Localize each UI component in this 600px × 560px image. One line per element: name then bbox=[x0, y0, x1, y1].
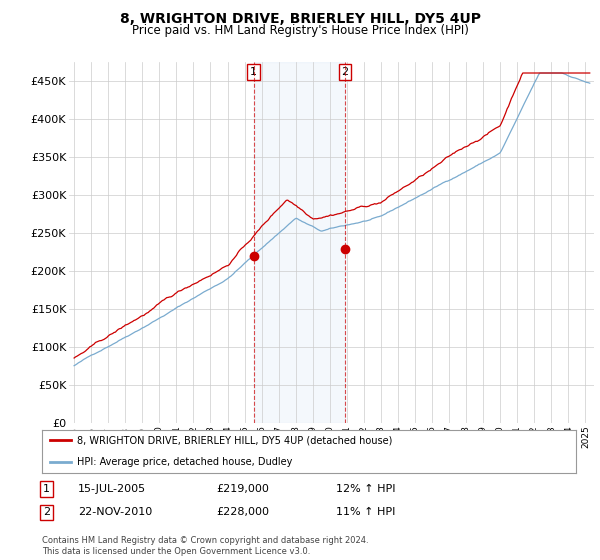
Text: Contains HM Land Registry data © Crown copyright and database right 2024.
This d: Contains HM Land Registry data © Crown c… bbox=[42, 536, 368, 556]
Text: 1: 1 bbox=[43, 484, 50, 494]
Text: 8, WRIGHTON DRIVE, BRIERLEY HILL, DY5 4UP (detached house): 8, WRIGHTON DRIVE, BRIERLEY HILL, DY5 4U… bbox=[77, 436, 392, 445]
Text: 22-NOV-2010: 22-NOV-2010 bbox=[78, 507, 152, 517]
Text: £228,000: £228,000 bbox=[216, 507, 269, 517]
Text: HPI: Average price, detached house, Dudley: HPI: Average price, detached house, Dudl… bbox=[77, 458, 292, 467]
Text: 11% ↑ HPI: 11% ↑ HPI bbox=[336, 507, 395, 517]
Text: 15-JUL-2005: 15-JUL-2005 bbox=[78, 484, 146, 494]
Text: 2: 2 bbox=[43, 507, 50, 517]
Text: 8, WRIGHTON DRIVE, BRIERLEY HILL, DY5 4UP: 8, WRIGHTON DRIVE, BRIERLEY HILL, DY5 4U… bbox=[119, 12, 481, 26]
Text: 2: 2 bbox=[341, 67, 349, 77]
Text: 12% ↑ HPI: 12% ↑ HPI bbox=[336, 484, 395, 494]
Text: 1: 1 bbox=[250, 67, 257, 77]
Text: £219,000: £219,000 bbox=[216, 484, 269, 494]
Text: Price paid vs. HM Land Registry's House Price Index (HPI): Price paid vs. HM Land Registry's House … bbox=[131, 24, 469, 37]
Bar bbox=[254, 62, 345, 423]
